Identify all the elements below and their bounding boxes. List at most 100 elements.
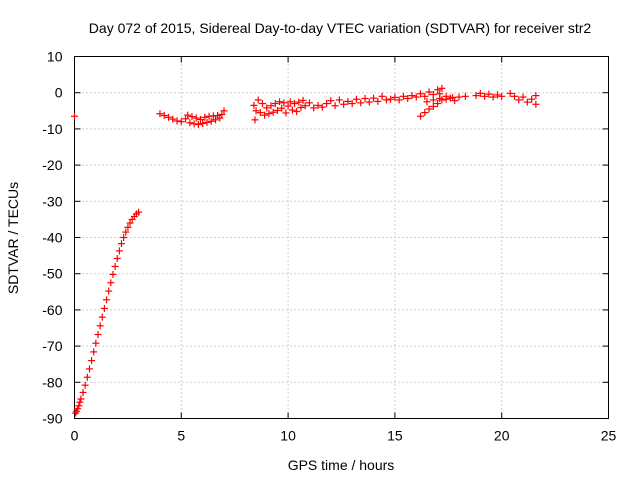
- data-point: [352, 95, 360, 103]
- data-point: [331, 102, 339, 110]
- data-point: [412, 93, 420, 101]
- data-point: [83, 373, 91, 381]
- data-point: [493, 91, 501, 99]
- data-point: [382, 96, 390, 104]
- data-point: [519, 93, 527, 101]
- data-point: [111, 262, 119, 270]
- data-point: [404, 94, 412, 102]
- data-point: [220, 107, 228, 115]
- data-point: [100, 304, 108, 312]
- data-point: [77, 395, 85, 403]
- data-point: [81, 381, 89, 389]
- data-point: [192, 114, 200, 122]
- data-point: [438, 84, 446, 92]
- x-tick-label: 25: [601, 428, 617, 444]
- data-point: [265, 110, 273, 118]
- data-point: [297, 104, 305, 112]
- y-tick-label: -60: [42, 302, 62, 318]
- data-point: [122, 228, 130, 236]
- data-point: [515, 96, 523, 104]
- data-point: [291, 100, 299, 108]
- data-point: [340, 100, 348, 108]
- data-point: [256, 109, 264, 117]
- data-point: [286, 98, 294, 106]
- data-point: [314, 101, 322, 109]
- data-point: [201, 113, 209, 121]
- data-point: [103, 296, 111, 304]
- data-point: [455, 93, 463, 101]
- data-point: [278, 104, 286, 112]
- data-point: [113, 254, 121, 262]
- data-point: [194, 121, 202, 129]
- data-point: [421, 109, 429, 117]
- data-point: [506, 89, 514, 97]
- data-point: [417, 112, 425, 120]
- data-point: [186, 119, 194, 127]
- data-point: [98, 313, 106, 321]
- data-point: [94, 331, 102, 339]
- data-point: [254, 96, 262, 104]
- data-point: [357, 99, 365, 107]
- data-point: [436, 94, 444, 102]
- data-point: [90, 348, 98, 356]
- data-point: [85, 365, 93, 373]
- data-point: [117, 240, 125, 248]
- data-point: [417, 90, 425, 98]
- y-tick-label: -80: [42, 374, 62, 390]
- data-point: [485, 90, 493, 98]
- data-point: [532, 92, 540, 100]
- data-point: [190, 120, 198, 128]
- data-point: [344, 97, 352, 105]
- data-point: [295, 98, 303, 106]
- data-point: [250, 101, 258, 109]
- data-point: [105, 287, 113, 295]
- x-tick-label: 5: [177, 428, 185, 444]
- data-point: [434, 86, 442, 94]
- data-point: [429, 96, 437, 104]
- data-points: [71, 84, 540, 417]
- data-point: [96, 322, 104, 330]
- data-point: [305, 99, 313, 107]
- data-point: [267, 102, 275, 110]
- data-point: [276, 98, 284, 106]
- x-tick-label: 0: [71, 428, 79, 444]
- data-point: [156, 110, 164, 118]
- x-axis-label: GPS time / hours: [288, 457, 395, 473]
- data-point: [79, 388, 87, 396]
- data-point: [284, 102, 292, 110]
- data-point: [258, 100, 266, 108]
- x-tick-label: 15: [387, 428, 403, 444]
- data-point: [429, 102, 437, 110]
- data-point: [135, 208, 143, 216]
- data-point: [261, 111, 269, 119]
- axis-ticks: 0 5 10 15 20 25 -90 -80 -70 -60 -50 -40 -30 -20 -10 0 10: [42, 49, 616, 444]
- data-point: [124, 223, 132, 231]
- data-point: [173, 117, 181, 125]
- data-point: [370, 94, 378, 102]
- y-tick-label: -20: [42, 157, 62, 173]
- data-point: [169, 115, 177, 123]
- data-point: [387, 95, 395, 103]
- data-point: [442, 92, 450, 100]
- data-point: [476, 89, 484, 97]
- y-tick-label: -10: [42, 121, 62, 137]
- data-point: [216, 114, 224, 122]
- data-point: [421, 92, 429, 100]
- data-point: [361, 94, 369, 102]
- data-point: [327, 97, 335, 105]
- data-point: [449, 93, 457, 101]
- data-point: [399, 92, 407, 100]
- data-point: [378, 92, 386, 100]
- data-point: [348, 100, 356, 108]
- data-point: [188, 113, 196, 121]
- y-tick-label: -90: [42, 411, 62, 427]
- data-point: [365, 98, 373, 106]
- data-point: [528, 95, 536, 103]
- data-point: [88, 357, 96, 365]
- data-point: [335, 96, 343, 104]
- x-tick-label: 20: [494, 428, 510, 444]
- data-point: [498, 92, 506, 100]
- data-point: [472, 92, 480, 100]
- data-point: [75, 402, 83, 410]
